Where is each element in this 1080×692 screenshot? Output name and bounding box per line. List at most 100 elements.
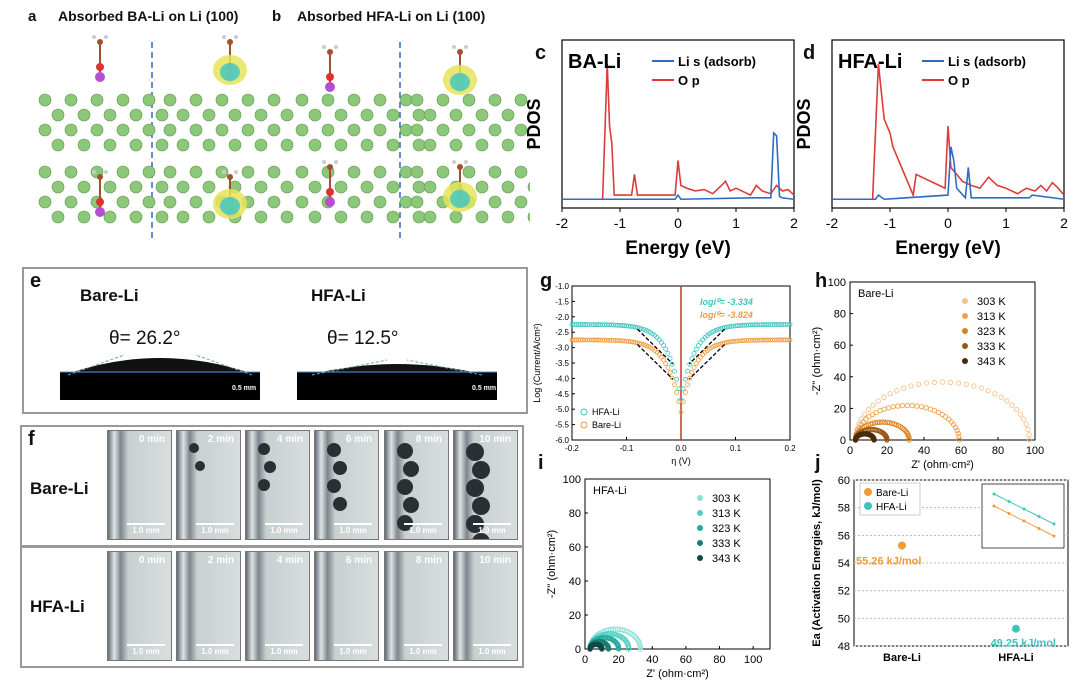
legend-entry: 303 K — [712, 493, 741, 505]
li-atom — [116, 93, 130, 107]
li-atom — [254, 108, 268, 122]
dendrite — [472, 533, 490, 539]
li-atom — [399, 93, 413, 107]
panel-g-label: g — [540, 270, 553, 292]
tafel-point-hfa-li — [630, 324, 636, 330]
dendrite — [403, 461, 419, 477]
x-tick-label: -1 — [614, 215, 627, 231]
inset-point — [1037, 527, 1041, 530]
eis-point — [985, 388, 991, 394]
tafel-fit — [688, 344, 726, 380]
dendrite — [466, 479, 484, 497]
li-atom — [373, 93, 387, 107]
li-atom — [308, 138, 322, 152]
charge-cloud — [220, 197, 240, 215]
eis-point — [1013, 406, 1020, 413]
eis-point — [1025, 426, 1031, 433]
li-atom — [202, 138, 216, 152]
legend-o: O p — [678, 73, 700, 88]
li-atom — [321, 123, 335, 137]
legend-marker — [962, 343, 968, 349]
tafel-point-hfa-li — [669, 361, 675, 367]
optical-image-hfa-2: 4 min 1.0 mm — [245, 551, 310, 661]
optical-image-bare-5: 10 min 1.0 mm — [453, 430, 518, 540]
eis-point — [956, 434, 962, 440]
li-atom — [399, 165, 413, 179]
legend-hfa: HFA-Li — [876, 502, 907, 513]
y-tick-label: 100 — [828, 277, 846, 289]
legend-entry: 343 K — [712, 553, 741, 565]
li-atom — [77, 138, 91, 152]
c-atom — [227, 174, 233, 180]
tafel-point-bare-li — [661, 357, 666, 363]
legend-marker — [697, 495, 703, 501]
x-tick-label: 0 — [674, 215, 682, 231]
dendrite — [258, 479, 270, 491]
eis-point — [992, 391, 998, 397]
legend-entry: 343 K — [977, 356, 1006, 368]
tafel-point-bare-li — [717, 341, 723, 347]
li-atom — [176, 180, 190, 194]
y-tick-label: -6.0 — [555, 436, 569, 445]
li-atom — [241, 165, 255, 179]
panel-a-title: Absorbed BA-Li on Li (100) — [58, 8, 239, 24]
eis-point — [909, 402, 915, 409]
li-atom — [176, 138, 190, 152]
y-axis-label: -Z'' (ohm·cm²) — [811, 327, 823, 395]
li-atom — [399, 123, 413, 137]
time-label: 4 min — [276, 555, 303, 566]
x-tick-label: 40 — [918, 445, 930, 457]
dendrite — [466, 443, 484, 461]
annotation-bare: logi⁰= -3.824 — [700, 310, 753, 320]
li-atom — [51, 108, 65, 122]
x-tick-label: 0 — [944, 215, 952, 231]
y-tick-label: 54 — [838, 558, 850, 570]
panel-f-frame-bottom — [20, 546, 524, 668]
tafel-point-hfa-li — [661, 343, 666, 348]
li-adsorb-atom — [95, 72, 105, 82]
h-atom — [464, 45, 468, 49]
h-atom — [334, 45, 338, 49]
eis-point — [865, 406, 872, 413]
y-tick-label: 60 — [834, 340, 846, 352]
panel-f-label: f — [28, 428, 35, 450]
legend-marker-hfa — [580, 408, 588, 416]
dendrite — [327, 443, 341, 457]
eis-point — [872, 420, 878, 426]
li-atom — [412, 108, 426, 122]
legend-entry: 303 K — [977, 296, 1006, 308]
tafel-point-hfa-li — [680, 386, 686, 392]
y-tick-label: -2.0 — [555, 313, 569, 322]
h-atom — [234, 35, 238, 39]
y-tick-label: 20 — [834, 403, 846, 415]
tafel-point-bare-li — [637, 340, 642, 346]
li-atom — [475, 108, 489, 122]
eis-point — [890, 404, 896, 410]
li-atom — [295, 93, 309, 107]
o-atom — [326, 188, 334, 196]
legend-marker-bare — [864, 488, 872, 496]
eis-point — [939, 379, 946, 385]
legend-marker — [962, 298, 968, 304]
inset-point — [1022, 507, 1026, 511]
eis-point — [902, 427, 908, 434]
li-atom — [334, 108, 348, 122]
tafel-point-bare-li — [628, 339, 634, 345]
dendrite — [397, 479, 413, 495]
eis-point — [899, 402, 906, 409]
y-tick-label: 58 — [838, 503, 850, 515]
legend-li: Li s (adsorb) — [678, 54, 756, 69]
molecular-structures — [38, 35, 530, 242]
eis-point — [954, 427, 960, 434]
h-atom — [464, 160, 468, 164]
eis-point — [914, 403, 920, 409]
tafel-fit — [636, 344, 674, 380]
li-atom — [501, 108, 515, 122]
tafel-point-bare-li — [641, 342, 647, 348]
h-atom — [234, 170, 238, 174]
legend-entry: 323 K — [977, 326, 1006, 338]
tafel-point-bare-li — [685, 382, 690, 388]
time-label: 0 min — [138, 434, 165, 445]
legend-marker — [962, 328, 968, 334]
series-li-s--adsorb- — [832, 146, 1065, 201]
